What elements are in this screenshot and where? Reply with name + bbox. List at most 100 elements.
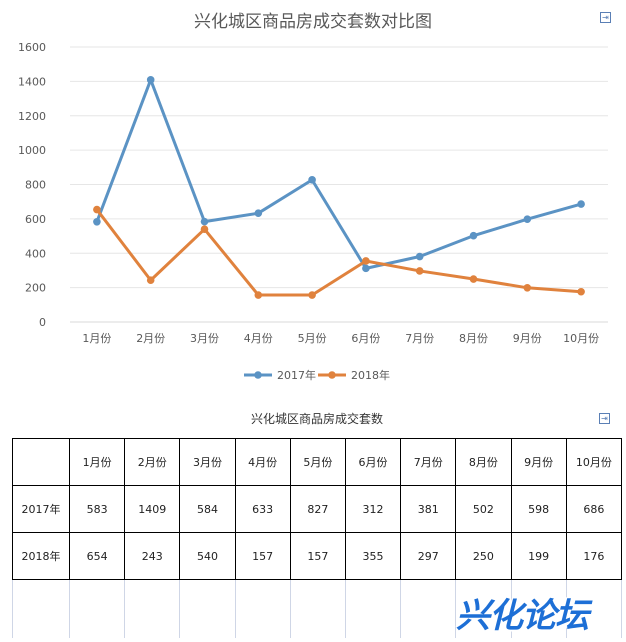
data-point bbox=[93, 217, 101, 226]
table-cell: 199 bbox=[510, 532, 567, 580]
table-row-label: 2017年 bbox=[12, 485, 70, 533]
x-tick-label: 7月份 bbox=[405, 332, 434, 345]
table-cell: 654 bbox=[68, 532, 126, 580]
table-empty-cell bbox=[68, 579, 126, 638]
table-row: 2017年 583 1409 584 633 827 312 381 502 598 686 bbox=[12, 485, 623, 533]
table-empty-cell bbox=[565, 579, 623, 638]
series-line-1 bbox=[95, 208, 583, 297]
y-tick-label: 0 bbox=[39, 316, 46, 329]
watermark-logo: 兴化论坛 bbox=[456, 596, 589, 636]
legend-label: 2017年 bbox=[277, 368, 316, 382]
data-point bbox=[308, 176, 316, 184]
data-point bbox=[200, 225, 209, 233]
data-point bbox=[254, 291, 263, 299]
table-cell: 583 bbox=[68, 485, 126, 533]
data-point bbox=[469, 231, 478, 240]
table-cell: 176 bbox=[565, 532, 623, 580]
x-tick-label: 1月份 bbox=[82, 332, 111, 345]
export-icon[interactable]: ⇥ bbox=[599, 413, 610, 424]
table-header-cell: 4月份 bbox=[234, 438, 291, 486]
table-cell: 157 bbox=[289, 532, 346, 580]
table-header-cell: 3月份 bbox=[179, 438, 236, 486]
y-tick-label: 1000 bbox=[18, 144, 46, 157]
legend-swatch-marker bbox=[328, 371, 336, 379]
table-cell: 381 bbox=[400, 485, 457, 533]
y-tick-label: 200 bbox=[25, 282, 46, 295]
table-cell: 827 bbox=[289, 485, 346, 533]
x-tick-label: 6月份 bbox=[351, 332, 380, 345]
table-empty-cell bbox=[234, 579, 291, 638]
data-point bbox=[362, 264, 370, 273]
table-header-cell: 2月份 bbox=[124, 438, 181, 486]
table-cell: 502 bbox=[455, 485, 512, 533]
table-empty-cell bbox=[179, 579, 236, 638]
y-tick-label: 800 bbox=[25, 179, 46, 192]
data-point bbox=[93, 205, 101, 214]
table-header-cell: 7月份 bbox=[400, 438, 457, 486]
x-tick-label: 4月份 bbox=[244, 332, 273, 345]
table-empty-cell bbox=[455, 579, 512, 638]
table-empty-cell bbox=[400, 579, 457, 638]
table-empty-cell bbox=[289, 579, 346, 638]
legend-swatch-marker bbox=[254, 371, 262, 379]
table-cell: 584 bbox=[179, 485, 236, 533]
line-chart: 兴化城区商品房成交套数对比图 0 200 400 600 800 1000 1200 1400 1… bbox=[18, 12, 608, 382]
data-point bbox=[415, 252, 424, 261]
legend-label: 2018年 bbox=[351, 368, 390, 382]
data-point bbox=[577, 200, 585, 208]
data-point bbox=[469, 275, 478, 283]
table-header-cell: 10月份 bbox=[565, 438, 623, 486]
table-cell: 686 bbox=[565, 485, 623, 533]
table-cell: 598 bbox=[510, 485, 567, 533]
table-cell: 633 bbox=[234, 485, 291, 533]
table-empty-cell bbox=[12, 579, 70, 638]
data-point bbox=[523, 215, 532, 224]
table-header-row: 1月份 2月份 3月份 4月份 5月份 6月份 7月份 8月份 9月份 10月份 bbox=[12, 438, 623, 486]
chart-panel: 兴化城区商品房成交套数对比图 0 200 400 600 800 1000 1200 1400 1… bbox=[18, 12, 611, 382]
y-tick-label: 1400 bbox=[18, 75, 46, 88]
table-empty-cell bbox=[344, 579, 402, 638]
table-cell: 250 bbox=[455, 532, 512, 580]
chart-title: 兴化城区商品房成交套数对比图 bbox=[194, 12, 432, 32]
data-point bbox=[415, 267, 424, 275]
x-tick-label: 3月份 bbox=[190, 332, 219, 345]
table-cell: 157 bbox=[234, 532, 291, 580]
data-point bbox=[523, 283, 532, 292]
x-tick-label: 2月份 bbox=[136, 332, 165, 345]
table-cell: 297 bbox=[400, 532, 457, 580]
x-tick-label: 10月份 bbox=[563, 332, 599, 345]
data-point bbox=[146, 76, 155, 84]
table-row-label: 2018年 bbox=[12, 532, 70, 580]
table-header-cell: 1月份 bbox=[68, 438, 126, 486]
table-cell: 355 bbox=[344, 532, 402, 580]
table-panel: 兴化城区商品房成交套数 ⇥ 1月份 2月份 3月份 4月份 5月份 6月份 7月份 8月份 9月… bbox=[12, 398, 623, 642]
table-title: 兴化城区商品房成交套数 bbox=[250, 412, 383, 426]
data-point bbox=[200, 217, 209, 226]
table-header-cell: 6月份 bbox=[344, 438, 402, 486]
table-cell: 312 bbox=[344, 485, 402, 533]
data-point bbox=[146, 276, 155, 285]
table-empty-cell bbox=[124, 579, 181, 638]
table-row: 2018年 654 243 540 157 157 355 297 250 199 176 bbox=[12, 532, 623, 580]
y-tick-label: 1200 bbox=[18, 110, 46, 123]
y-tick-label: 400 bbox=[25, 247, 46, 260]
export-icon[interactable]: ⇥ bbox=[600, 12, 611, 23]
data-point bbox=[308, 291, 316, 299]
table-empty-row bbox=[12, 579, 623, 638]
data-table: 1月份 2月份 3月份 4月份 5月份 6月份 7月份 8月份 9月份 10月份 2017年 583… bbox=[12, 438, 623, 638]
y-tick-label: 1600 bbox=[18, 41, 46, 54]
x-tick-label: 8月份 bbox=[459, 332, 488, 345]
series-line-0 bbox=[95, 78, 583, 270]
table-corner-cell bbox=[12, 438, 70, 486]
x-tick-label: 9月份 bbox=[513, 332, 542, 345]
table-cell: 1409 bbox=[124, 485, 181, 533]
table-header-cell: 5月份 bbox=[289, 438, 346, 486]
table-cell: 243 bbox=[124, 532, 181, 580]
data-point bbox=[577, 287, 585, 296]
table-header-cell: 8月份 bbox=[455, 438, 512, 486]
data-point bbox=[254, 209, 263, 218]
x-tick-label: 5月份 bbox=[298, 332, 327, 345]
table-header-cell: 9月份 bbox=[510, 438, 567, 486]
table-cell: 540 bbox=[179, 532, 236, 580]
y-tick-label: 600 bbox=[25, 213, 46, 226]
